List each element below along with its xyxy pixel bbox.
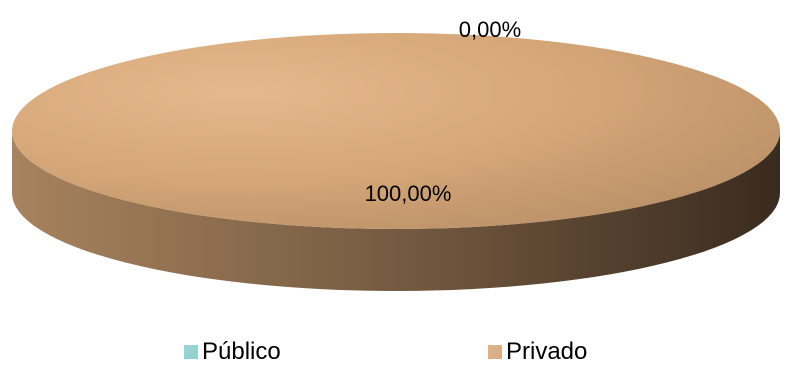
legend-swatch-publico xyxy=(184,345,198,359)
pie-chart: 0,00% 100,00% xyxy=(12,17,780,291)
data-label-privado: 100,00% xyxy=(364,181,452,206)
data-label-publico: 0,00% xyxy=(458,17,522,42)
pie-slice-privado xyxy=(12,33,780,229)
pie-chart-svg xyxy=(12,33,780,291)
legend-item-privado: Privado xyxy=(488,338,587,366)
legend-swatch-privado xyxy=(488,345,502,359)
legend-item-publico: Público xyxy=(184,338,281,366)
legend: Público Privado xyxy=(0,338,792,368)
legend-label-publico: Público xyxy=(202,338,281,365)
pie-slice-side-privado xyxy=(12,131,780,291)
legend-label-privado: Privado xyxy=(506,338,588,365)
